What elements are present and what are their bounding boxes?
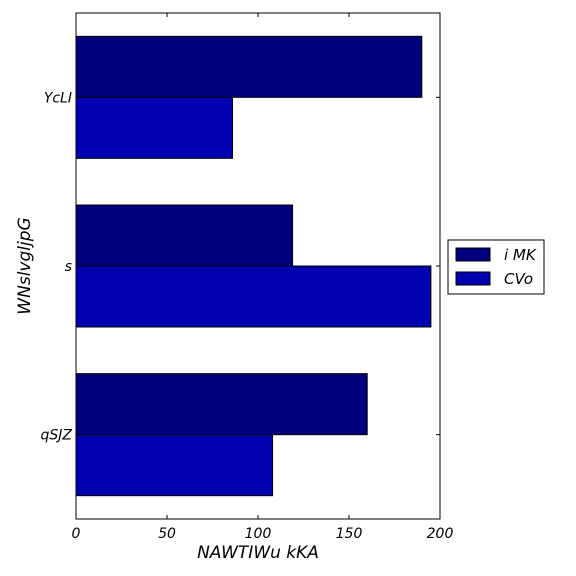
bar-1-2 (75, 96, 234, 159)
legend-label-1: CVo (504, 270, 533, 288)
x-tick-label-4: 200 (427, 526, 454, 542)
legend-swatch-1 (455, 271, 491, 286)
legend-label-0: i MK (504, 246, 537, 264)
bar-1-0 (75, 434, 274, 497)
x-tick-label-1: 50 (158, 526, 176, 542)
y-tick-label-1: s (65, 259, 72, 275)
legend: i MK CVo (447, 239, 545, 295)
bar-0-1 (75, 204, 294, 267)
bar-0-0 (75, 373, 368, 436)
legend-swatch-0 (455, 247, 491, 262)
x-tick-label-2: 100 (245, 526, 272, 542)
x-tick-label-3: 150 (336, 526, 363, 542)
x-axis-label: NAWTIWu kKA (197, 543, 319, 563)
bar-1-1 (75, 265, 432, 328)
bars-layer (75, 35, 432, 497)
y-axis-label: WNslvgljpG (15, 217, 35, 314)
y-tick-label-0: qSJZ (41, 428, 73, 444)
ticks-layer: qSJZ s YcLI 0 50 100 150 200 (41, 13, 454, 542)
bar-0-2 (75, 35, 423, 98)
x-tick-label-0: 0 (72, 526, 81, 542)
y-tick-label-2: YcLI (44, 90, 72, 106)
